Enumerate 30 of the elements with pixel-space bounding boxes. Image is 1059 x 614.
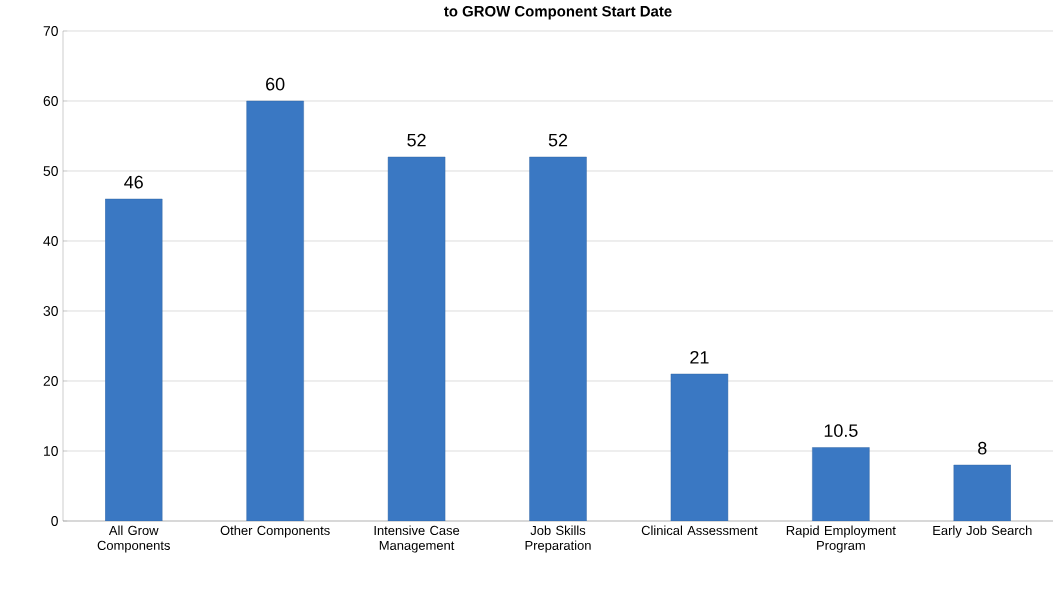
- chart-title: to GROW Component Start Date: [444, 5, 672, 20]
- y-tick-label: 70: [43, 26, 58, 36]
- x-tick-label: Intensive Case Management: [374, 525, 460, 553]
- data-label: 60: [266, 77, 285, 91]
- y-tick-label: 0: [51, 516, 58, 526]
- x-tick-label: Rapid Employment Program: [786, 525, 896, 553]
- bar: [246, 100, 304, 521]
- bar: [953, 464, 1011, 521]
- bar: [812, 447, 870, 521]
- data-label: 8: [978, 441, 987, 455]
- x-tick-label: Job Skills Preparation: [525, 525, 591, 553]
- data-label: 52: [407, 133, 426, 147]
- data-label: 52: [548, 133, 568, 147]
- data-label: 10.5: [824, 424, 858, 437]
- y-tick-label: 50: [43, 166, 58, 176]
- data-label: 21: [690, 350, 709, 364]
- y-tick-label: 10: [44, 446, 58, 456]
- x-tick-label: Clinical Assessment: [641, 525, 758, 536]
- bar: [670, 373, 729, 521]
- data-label: 46: [124, 175, 143, 189]
- y-tick-label: 40: [43, 236, 58, 246]
- y-tick-label: 20: [43, 376, 58, 386]
- bar: [387, 156, 446, 521]
- x-tick-label: All Grow Components: [97, 525, 170, 553]
- bar: [529, 156, 587, 521]
- bar: [105, 198, 163, 521]
- y-tick-label: 60: [43, 96, 58, 106]
- x-tick-label: Other Components: [220, 525, 330, 538]
- x-tick-label: Early Job Search: [933, 525, 1032, 538]
- y-tick-label: 30: [43, 306, 58, 316]
